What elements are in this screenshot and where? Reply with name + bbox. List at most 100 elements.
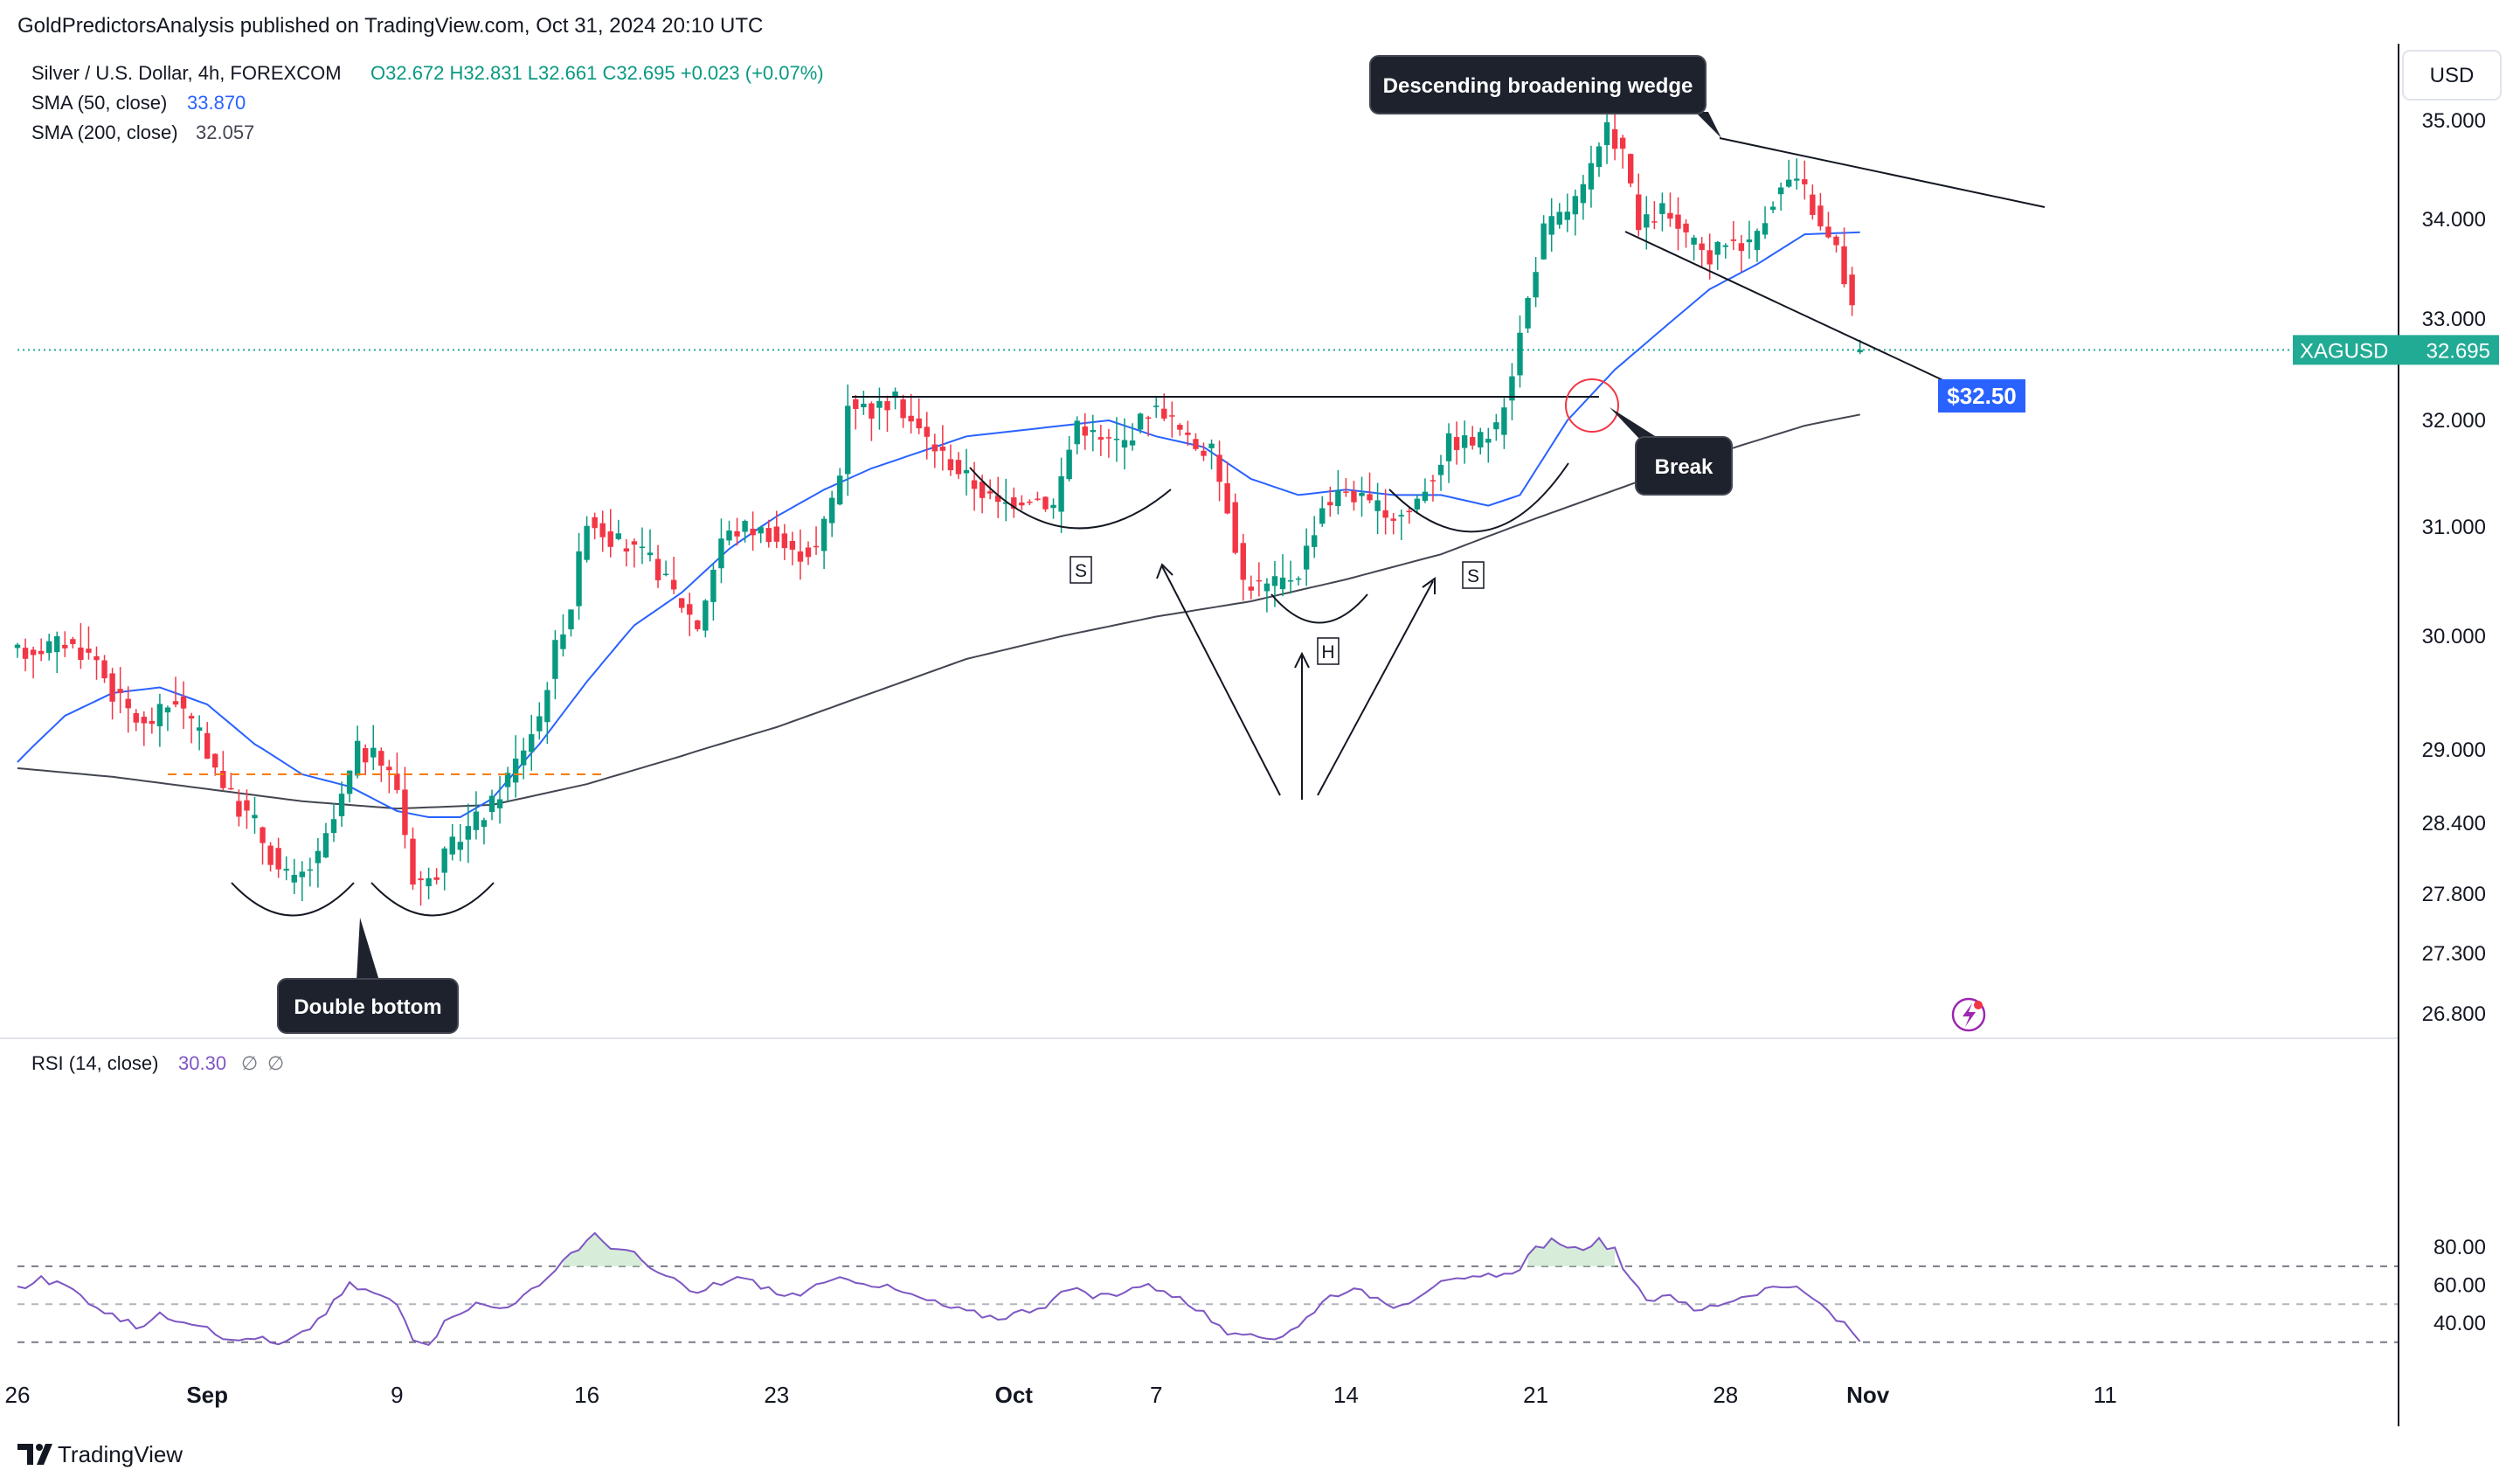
candle (1786, 159, 1792, 188)
candle (204, 722, 211, 759)
sma200-legend-label[interactable]: SMA (200, close) (31, 121, 178, 143)
candle (797, 529, 804, 580)
lightning-icon[interactable] (1951, 997, 1986, 1032)
candle (1327, 486, 1333, 517)
price-tag-value: 32.695 (2427, 339, 2490, 363)
candle (267, 842, 273, 872)
arrow-right-tip (1422, 577, 1436, 594)
candle (599, 510, 606, 552)
candle (1027, 499, 1033, 505)
ohlc-values: O32.672 H32.831 L32.661 C32.695 +0.023 (… (370, 62, 824, 84)
candle (109, 668, 115, 720)
candle (869, 401, 875, 441)
candle (1224, 461, 1230, 515)
candle (1216, 440, 1222, 502)
candle (1667, 192, 1673, 227)
time-tick-label: 23 (764, 1382, 789, 1408)
candle (363, 744, 369, 775)
break-callout: Break (1610, 407, 1733, 496)
candle (322, 822, 329, 858)
right-shoulder-label: S (1467, 566, 1479, 586)
candle (1794, 158, 1800, 190)
candle (1161, 393, 1167, 421)
time-axis: 26 Sep 9 16 23 Oct 7 14 21 28 Nov 11 (5, 1382, 2117, 1408)
candle (726, 520, 732, 545)
candle (1644, 196, 1650, 250)
candle (1636, 173, 1642, 237)
break-callout-label: Break (1655, 455, 1713, 479)
candle (1011, 487, 1017, 518)
left-shoulder-arc (969, 467, 1172, 530)
candle (544, 682, 550, 745)
currency-box[interactable] (2402, 50, 2502, 101)
candle (939, 425, 946, 471)
candle (837, 468, 843, 506)
candle (1628, 153, 1634, 188)
candle (1351, 481, 1357, 511)
candle (1675, 197, 1681, 251)
candle (670, 557, 677, 594)
candle (133, 709, 139, 732)
candle (410, 827, 416, 891)
candle (504, 766, 511, 802)
price-tick-label: 27.800 (2422, 883, 2486, 906)
candle (1540, 215, 1547, 260)
rsi-axis: 80.00 60.00 40.00 (2433, 1236, 2486, 1335)
candle (1699, 237, 1705, 268)
rsi-legend-label[interactable]: RSI (14, close) (31, 1052, 159, 1074)
candle (1746, 220, 1753, 259)
candle (529, 714, 535, 771)
candle (1572, 189, 1579, 236)
sma200-line (17, 413, 1860, 810)
candle (14, 642, 21, 658)
wedge-callout: Descending broadening wedge (1369, 55, 1721, 138)
candle (615, 519, 621, 541)
candle (560, 614, 566, 657)
candle (861, 391, 867, 415)
candle (117, 667, 123, 714)
candle (1722, 243, 1728, 259)
candle (260, 826, 266, 865)
candle (1279, 554, 1286, 597)
candle (1509, 363, 1515, 420)
candle (710, 563, 717, 621)
sma50-legend-label[interactable]: SMA (50, close) (31, 92, 167, 114)
candle (1533, 256, 1539, 308)
candle (695, 620, 701, 632)
arrow-left-shoulder (1161, 565, 1281, 796)
double-bottom-arc-left (231, 882, 355, 917)
candle (465, 803, 472, 863)
candle (1802, 160, 1808, 200)
candle (449, 823, 455, 861)
symbol-label[interactable]: Silver / U.S. Dollar, 4h, FOREXCOM (31, 62, 342, 84)
candle (1137, 413, 1144, 433)
candle (315, 837, 322, 888)
candle (1564, 193, 1570, 232)
time-tick-label: 11 (2094, 1382, 2117, 1408)
double-bottom-arc-right (370, 882, 495, 917)
candle (1437, 454, 1444, 491)
candle (1382, 489, 1388, 535)
candle (931, 433, 938, 468)
price-tick-label: 30.000 (2422, 625, 2486, 648)
arrow-left-head (1156, 563, 1173, 579)
candle (38, 638, 45, 662)
arrow-right-shoulder (1317, 580, 1434, 796)
publisher-line: GoldPredictorsAnalysis published on Trad… (17, 14, 763, 38)
candle (1367, 472, 1373, 503)
candle (1841, 227, 1847, 288)
wedge-callout-label: Descending broadening wedge (1383, 74, 1693, 98)
candle (1659, 192, 1665, 232)
candle (1651, 201, 1658, 230)
candle (496, 775, 503, 824)
candle (1691, 234, 1697, 260)
candle (1769, 201, 1776, 213)
candle (1312, 516, 1318, 558)
candle (1810, 184, 1816, 220)
candle (734, 517, 740, 546)
candle (1201, 442, 1207, 461)
candle (876, 387, 883, 430)
tradingview-logo[interactable]: TradingView (17, 1441, 183, 1467)
price-tick-label: 27.300 (2422, 942, 2486, 966)
candle (703, 599, 709, 638)
